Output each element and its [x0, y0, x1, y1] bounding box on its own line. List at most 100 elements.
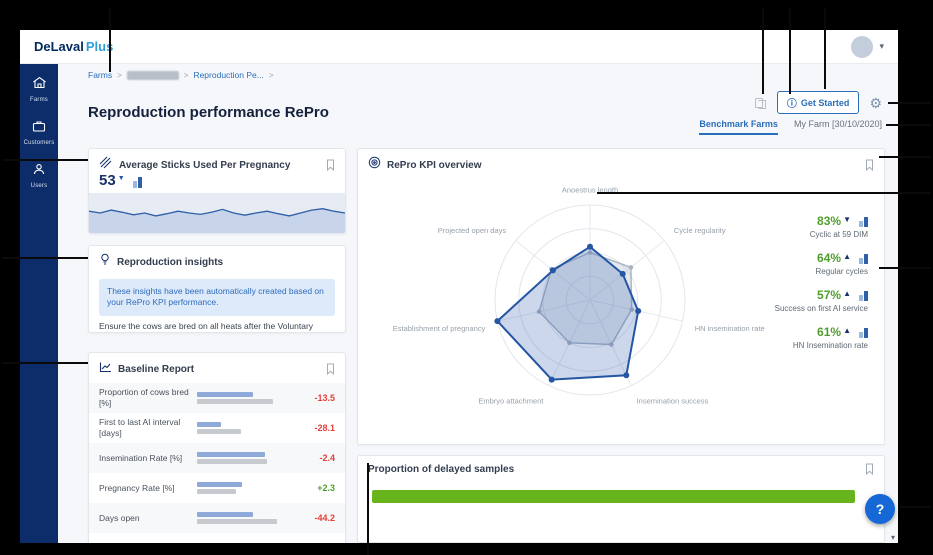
comparison-bars: [191, 422, 299, 434]
sidebar-item-label: Users: [30, 183, 48, 189]
table-row: Proportion of cows bred [%] -13.5: [89, 383, 345, 413]
main-content: Farms > > Reproduction Pe... > Reproduct…: [58, 64, 898, 543]
bar-chart-icon: [859, 254, 868, 264]
get-started-label: Get Started: [800, 97, 850, 108]
gear-icon[interactable]: ⚙: [869, 94, 882, 111]
comparison-bars: [191, 392, 299, 404]
breadcrumb-farm-name-redacted[interactable]: [126, 70, 179, 80]
help-button[interactable]: ?: [865, 494, 895, 524]
sidebar-item-users[interactable]: Users: [20, 162, 58, 189]
card-average-sticks: Average Sticks Used Per Pregnancy 53 ▼: [88, 148, 346, 234]
sidebar-item-customers[interactable]: Customers: [20, 119, 58, 146]
comparison-bars: [191, 512, 299, 524]
documents-icon[interactable]: [754, 97, 767, 109]
delta-value: -13.5: [314, 393, 335, 403]
bookmark-icon[interactable]: [326, 159, 335, 171]
bar-chart-icon: [132, 177, 142, 188]
metric-label: Days open: [99, 512, 140, 523]
benchmark-bar: [197, 399, 273, 404]
scroll-down-arrow[interactable]: ▾: [890, 533, 895, 542]
kpi-value: 64%: [817, 251, 842, 265]
trend-arrow-icon: ▲: [843, 252, 851, 261]
svg-text:Cycle regularity: Cycle regularity: [674, 226, 726, 235]
sidebar-item-farms[interactable]: Farms: [20, 76, 58, 103]
bookmark-icon[interactable]: [865, 159, 874, 171]
baseline-table: Proportion of cows bred [%] -13.5 First …: [89, 383, 345, 533]
info-icon: ⓘ: [786, 99, 797, 110]
sticks-value: 53: [99, 172, 116, 189]
tab-bar: Benchmark Farms My Farm [30/10/2020]: [699, 119, 882, 135]
comparison-bars: [191, 452, 299, 464]
table-row: First to last AI interval [days] -28.1: [89, 413, 345, 443]
table-row: Pregnancy Rate [%] +2.3: [89, 473, 345, 503]
tab-benchmark-farms[interactable]: Benchmark Farms: [699, 119, 778, 135]
delta-value: -28.1: [314, 423, 335, 433]
table-row: Insemination Rate [%] -2.4: [89, 443, 345, 473]
farm-bar: [197, 512, 253, 517]
page-title: Reproduction performance RePro: [88, 104, 329, 122]
breadcrumb: Farms > > Reproduction Pe... >: [88, 70, 274, 80]
sticks-icon: [99, 156, 113, 174]
trend-arrow-icon: ▲: [843, 289, 851, 298]
top-header: DeLaval Plus ▾: [20, 30, 898, 64]
sticks-trend-chart: [89, 193, 345, 233]
get-started-button[interactable]: ⓘ Get Started: [776, 91, 860, 114]
svg-text:Insemination success: Insemination success: [637, 397, 709, 406]
delta-value: +2.3: [317, 483, 335, 493]
breadcrumb-separator: >: [183, 70, 189, 80]
kpi-cyclic-at-59-dim: 83% ▼ Cyclic at 59 DIM: [758, 215, 868, 239]
svg-text:Anoestrus length: Anoestrus length: [562, 186, 618, 195]
trend-arrow-icon: ▼: [843, 215, 851, 224]
sidebar-item-label: Customers: [23, 140, 55, 146]
kpi-value: 83%: [817, 214, 842, 228]
farm-bar: [197, 452, 265, 457]
tab-my-farm[interactable]: My Farm [30/10/2020]: [793, 119, 882, 129]
farm-bar: [197, 422, 221, 427]
delaval-plus-logo[interactable]: DeLaval Plus: [34, 39, 113, 54]
card-reproduction-insights: Reproduction insights These insights hav…: [88, 245, 346, 333]
svg-text:HN insemination rate: HN insemination rate: [695, 324, 765, 333]
bookmark-icon[interactable]: [326, 363, 335, 375]
delayed-samples-bar-fill: [372, 490, 856, 503]
line-chart-icon: [99, 360, 112, 378]
logo-primary: DeLaval: [34, 39, 84, 54]
customers-icon: [32, 119, 46, 137]
farm-bar: [197, 392, 253, 397]
kpi-label: HN Insemination rate: [792, 341, 868, 350]
table-row: Days open -44.2: [89, 503, 345, 533]
metric-label: Insemination Rate [%]: [99, 452, 183, 463]
card-title: Average Sticks Used Per Pregnancy: [119, 159, 291, 171]
delta-value: -2.4: [319, 453, 335, 463]
users-icon: [33, 162, 45, 180]
lightbulb-icon: [99, 253, 111, 271]
card-title: Baseline Report: [118, 363, 195, 375]
insight-note: These insights have been automatically c…: [99, 279, 335, 316]
page-controls: ⓘ Get Started ⚙: [754, 91, 882, 114]
breadcrumb-separator: >: [268, 70, 274, 80]
metric-label: Pregnancy Rate [%]: [99, 482, 175, 493]
repro-kpi-radar-chart: Anoestrus length Cycle regularity HN insem…: [393, 186, 765, 406]
bar-chart-icon: [859, 217, 868, 227]
card-repro-kpi-overview: RePro KPI overview Anoestrus length Cycle…: [357, 148, 885, 445]
benchmark-bar: [197, 489, 236, 494]
trend-arrow-icon: ▲: [843, 326, 851, 335]
avatar[interactable]: [851, 35, 874, 58]
breadcrumb-farms[interactable]: Farms: [88, 70, 113, 80]
card-title: Proportion of delayed samples: [368, 463, 515, 475]
kpi-regular-cycles: 64% ▲ Regular cycles: [758, 252, 868, 276]
chevron-down-icon[interactable]: ▾: [879, 41, 884, 51]
card-title: RePro KPI overview: [387, 159, 482, 171]
farm-icon: [32, 76, 47, 94]
insight-message: Ensure the cows are bred on all heats af…: [99, 320, 314, 331]
breadcrumb-current[interactable]: Reproduction Pe...: [193, 70, 264, 80]
card-delayed-samples: Proportion of delayed samples: [357, 455, 885, 543]
metric-label: Proportion of cows bred [%]: [99, 387, 189, 408]
metric-label: First to last AI interval [days]: [99, 417, 181, 438]
farm-bar: [197, 482, 242, 487]
bar-chart-icon: [859, 328, 868, 338]
kpi-value: 57%: [817, 288, 842, 302]
app-window: DeLaval Plus ▾ Farms Customers Users Farm…: [20, 30, 898, 543]
breadcrumb-separator: >: [117, 70, 122, 80]
kpi-hn-insemination-rate: 61% ▲ HN Insemination rate: [758, 326, 868, 350]
bookmark-icon[interactable]: [865, 463, 874, 475]
